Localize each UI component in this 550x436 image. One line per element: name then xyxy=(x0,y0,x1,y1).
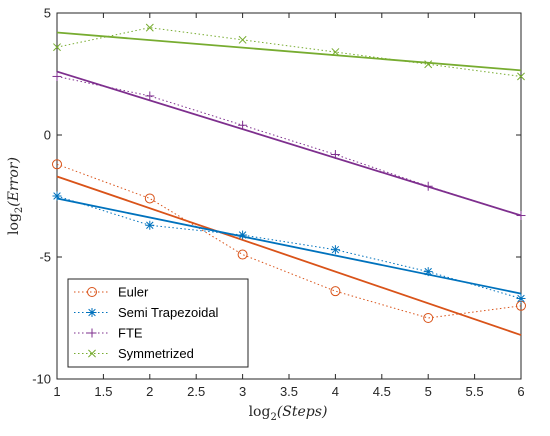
x-tick-label: 4.5 xyxy=(373,384,391,399)
series-fte xyxy=(52,70,526,221)
x-tick-label: 1.5 xyxy=(94,384,112,399)
data-point xyxy=(237,249,248,260)
legend-entry: Semi Trapezoidal xyxy=(74,305,219,320)
legend-marker xyxy=(87,287,97,297)
marker-stroke xyxy=(331,245,340,254)
x-tick-label: 5 xyxy=(425,384,432,399)
x-axis-label-base: log xyxy=(249,404,271,420)
x-tick-label: 3.5 xyxy=(280,384,298,399)
y-axis-label-sub: 2 xyxy=(14,207,25,213)
series-data-line xyxy=(56,75,522,216)
x-tick-label: 2 xyxy=(146,384,153,399)
legend-label: Symmetrized xyxy=(118,346,194,361)
legend-marker xyxy=(87,308,97,317)
series-data-line xyxy=(56,163,522,319)
legend-entry: Euler xyxy=(74,285,149,300)
marker-stroke xyxy=(517,72,525,81)
data-point xyxy=(238,35,247,44)
legend-label: Semi Trapezoidal xyxy=(118,305,219,320)
marker-stroke xyxy=(331,48,340,56)
x-axis-label-arg: (Steps) xyxy=(277,404,328,420)
data-point xyxy=(53,43,61,52)
data-point xyxy=(144,193,155,204)
legend-marker xyxy=(87,328,97,338)
data-point xyxy=(424,60,433,69)
y-tick-label: -10 xyxy=(32,372,51,387)
y-axis-label-base: log xyxy=(6,213,22,235)
data-point xyxy=(330,150,340,160)
y-tick-label: -5 xyxy=(39,250,51,265)
legend-box xyxy=(67,278,249,368)
marker-stroke xyxy=(53,43,61,52)
x-axis-label: log2(Steps) xyxy=(249,404,328,423)
data-point xyxy=(516,211,526,221)
legend-marker xyxy=(88,349,96,358)
marker-stroke xyxy=(146,221,154,230)
series-layer xyxy=(52,23,526,336)
y-tick-label: 0 xyxy=(44,128,51,143)
legend-label: Euler xyxy=(118,285,149,300)
x-tick-label: 3 xyxy=(239,384,246,399)
legend-entry: Symmetrized xyxy=(74,346,194,361)
marker-stroke xyxy=(424,60,433,69)
marker-stroke xyxy=(88,308,96,317)
data-point xyxy=(423,313,434,323)
data-point xyxy=(52,191,62,201)
series-fit-line xyxy=(56,197,522,295)
y-axis-label: log2(Error) xyxy=(6,157,25,235)
data-point xyxy=(52,71,62,81)
data-point xyxy=(517,72,525,81)
data-point xyxy=(52,159,62,170)
marker-stroke xyxy=(88,349,96,358)
marker-stroke xyxy=(517,294,525,303)
y-tick-label: 5 xyxy=(44,6,51,21)
marker-stroke xyxy=(424,267,432,276)
series-fit-line xyxy=(56,175,522,336)
data-point xyxy=(238,120,248,130)
axis-titles: log2(Error) log2(Steps) xyxy=(6,157,327,423)
legend-label: FTE xyxy=(118,326,143,341)
legend: Euler Semi Trapezoidal FTE Symmetrized xyxy=(67,278,249,368)
x-tick-label: 4 xyxy=(332,384,339,399)
marker-stroke xyxy=(238,231,247,239)
series-euler xyxy=(52,159,526,336)
x-tick-label: 2.5 xyxy=(187,384,205,399)
data-point xyxy=(145,23,154,32)
series-fit-line xyxy=(56,31,522,72)
data-point xyxy=(331,48,340,56)
data-point xyxy=(330,245,340,255)
data-point xyxy=(145,91,155,101)
marker-stroke xyxy=(145,23,154,32)
data-point xyxy=(423,267,433,277)
marker-stroke xyxy=(53,192,61,200)
data-point xyxy=(238,230,248,240)
y-axis-label-arg: (Error) xyxy=(6,157,22,207)
x-tick-label: 1 xyxy=(53,384,60,399)
marker-stroke xyxy=(238,35,247,44)
data-point xyxy=(516,293,526,303)
series-symmetrized xyxy=(53,23,525,81)
x-tick-label: 5.5 xyxy=(466,384,484,399)
x-tick-label: 6 xyxy=(517,384,524,399)
axes: 1 1.5 2 2.5 3 3.5 4 4.5 5 5.5 6 -10 -5 0 5 xyxy=(32,6,524,400)
legend-entry: FTE xyxy=(74,326,143,341)
series-data-line xyxy=(56,195,522,299)
x-axis-label-sub: 2 xyxy=(270,412,276,423)
data-point xyxy=(330,286,341,297)
data-point xyxy=(423,181,433,191)
series-semi-trapezoidal xyxy=(52,191,526,303)
data-point xyxy=(145,220,155,230)
series-fit-line xyxy=(56,70,522,217)
